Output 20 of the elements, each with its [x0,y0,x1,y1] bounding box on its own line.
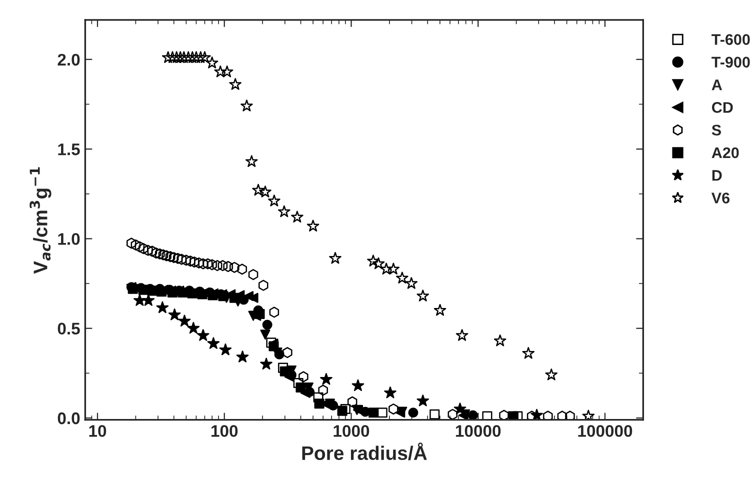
legend-label: T-900 [712,56,750,68]
x-tick-label: 1000 [334,425,370,437]
y-tick-label: 1.0 [58,233,80,245]
legend-label: D [712,170,722,181]
x-axis-title: Pore radius/Å [302,442,427,460]
legend-label: T-600 [712,34,750,45]
x-tick-label: 100 [212,425,238,437]
y-tick-label: 0.5 [58,322,80,335]
y-tick-label: 0.0 [58,412,80,424]
x-tick-label: 10 [89,425,106,437]
x-tick-label: 10000 [456,425,501,437]
legend-label: V6 [711,192,730,204]
y-tick-label: 2.0 [58,54,80,66]
legend-label: A [712,80,722,90]
y-axis-title: V$_{ac}$/cm$^{3}$g$^{−1}$ [30,167,52,274]
legend-label: S [712,124,721,136]
y-tick-label: 1.5 [58,144,80,156]
legend-label: A20 [712,147,739,158]
legend-label: CD [712,102,733,113]
x-tick-label: 100000 [578,425,632,437]
